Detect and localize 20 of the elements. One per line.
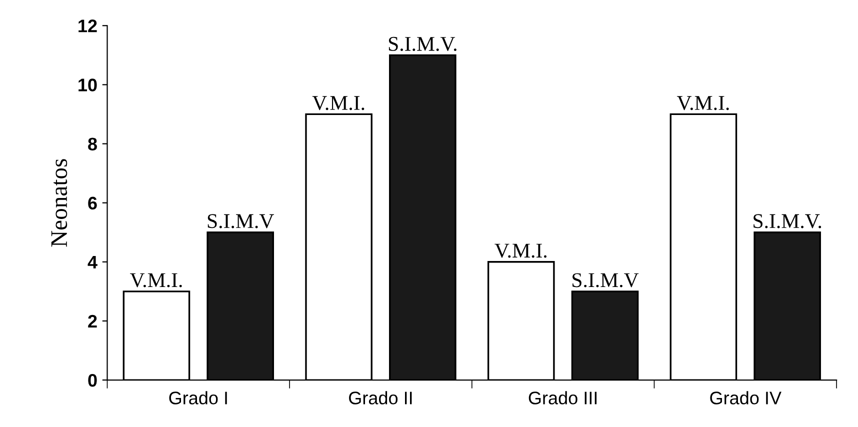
y-tick-label: 12 [78, 20, 97, 32]
x-tick-label: Grado I [169, 391, 227, 404]
y-tick-label: 8 [88, 138, 97, 150]
data-label: V.M.I. [130, 273, 182, 288]
data-label: V.M.I. [676, 96, 729, 110]
y-tick-label: 10 [78, 78, 97, 92]
data-label: S.I.M.V [572, 273, 639, 288]
data-label: S.I.M.V. [754, 214, 822, 228]
data-label: V.M.I. [312, 96, 364, 110]
y-tick-label: 6 [88, 196, 97, 210]
data-label: S.I.M.V. [388, 36, 456, 52]
x-tick-label: Grado III [528, 391, 597, 404]
y-axis-title: Neonatos [51, 159, 68, 247]
y-tick-label: 0 [88, 374, 97, 387]
y-tick-label: 2 [88, 314, 97, 328]
x-tick-label: Grado II [349, 391, 412, 404]
y-tick-label: 4 [88, 256, 98, 268]
x-tick-label: Grado IV [710, 391, 782, 404]
data-label: V.M.I. [494, 244, 546, 258]
data-label: S.I.M.V [208, 214, 274, 228]
